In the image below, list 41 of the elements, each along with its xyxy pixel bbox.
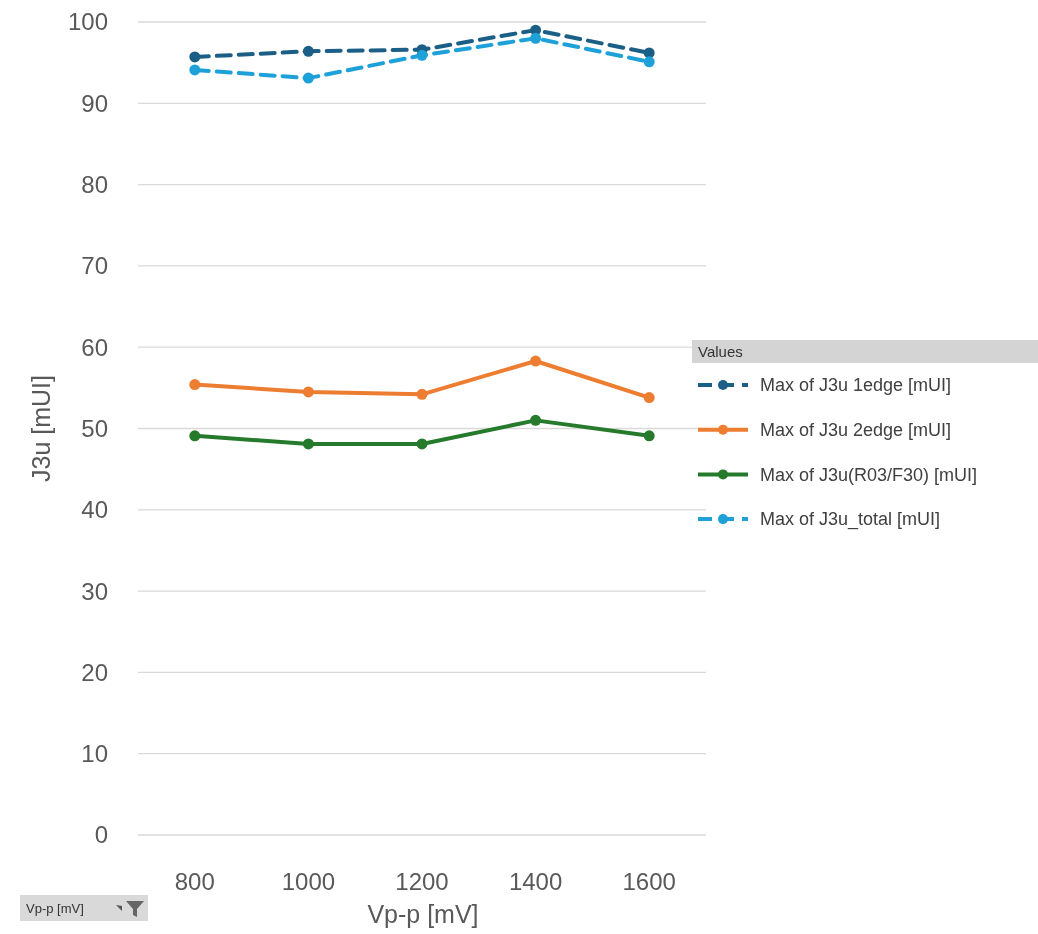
x-tick-label: 1000 bbox=[281, 868, 336, 895]
point bbox=[189, 64, 201, 76]
point bbox=[530, 355, 542, 367]
point bbox=[189, 51, 201, 63]
y-tick-label: 30 bbox=[81, 577, 108, 605]
y-tick-label: 90 bbox=[81, 89, 108, 117]
y-tick-label: 60 bbox=[81, 333, 108, 361]
y-tick-label: 40 bbox=[81, 496, 108, 524]
legend-label: Max of J3u 1edge [mUI] bbox=[760, 375, 952, 396]
point bbox=[643, 56, 655, 68]
text: Vp-p [mV] bbox=[26, 901, 84, 916]
x-tick-label: 1200 bbox=[395, 868, 449, 895]
y-tick-label: 20 bbox=[81, 658, 108, 686]
x-tick-label: 1400 bbox=[508, 868, 563, 895]
x-tick-label: 800 bbox=[174, 868, 215, 895]
x-tick-label: 1600 bbox=[622, 868, 676, 895]
y-axis-title: J3u [mUI] bbox=[27, 375, 55, 482]
y-tick-label: 50 bbox=[81, 414, 108, 442]
point bbox=[302, 386, 314, 398]
legend-label: Max of J3u_total [mUI] bbox=[760, 509, 941, 531]
point bbox=[189, 379, 201, 391]
y-tick-label: 10 bbox=[81, 740, 108, 768]
point bbox=[530, 414, 542, 426]
point bbox=[416, 438, 428, 450]
point bbox=[302, 45, 314, 57]
x-axis-title: Vp-p [mV] bbox=[367, 900, 479, 928]
y-tick-label: 80 bbox=[81, 171, 108, 198]
point bbox=[416, 388, 428, 400]
point bbox=[302, 438, 314, 450]
point bbox=[643, 392, 655, 404]
y-tick-label: 0 bbox=[94, 821, 108, 849]
y-tick-label: 100 bbox=[67, 8, 108, 36]
point bbox=[643, 430, 655, 442]
point bbox=[189, 430, 201, 442]
point bbox=[416, 49, 428, 61]
point bbox=[530, 32, 542, 44]
y-tick-label: 70 bbox=[81, 252, 108, 280]
legend-label: Max of J3u(R03/F30) [mUI] bbox=[760, 464, 978, 485]
legend-title: Values bbox=[698, 343, 743, 360]
point bbox=[302, 72, 314, 84]
legend-label: Max of J3u 2edge [mUI] bbox=[760, 420, 952, 440]
